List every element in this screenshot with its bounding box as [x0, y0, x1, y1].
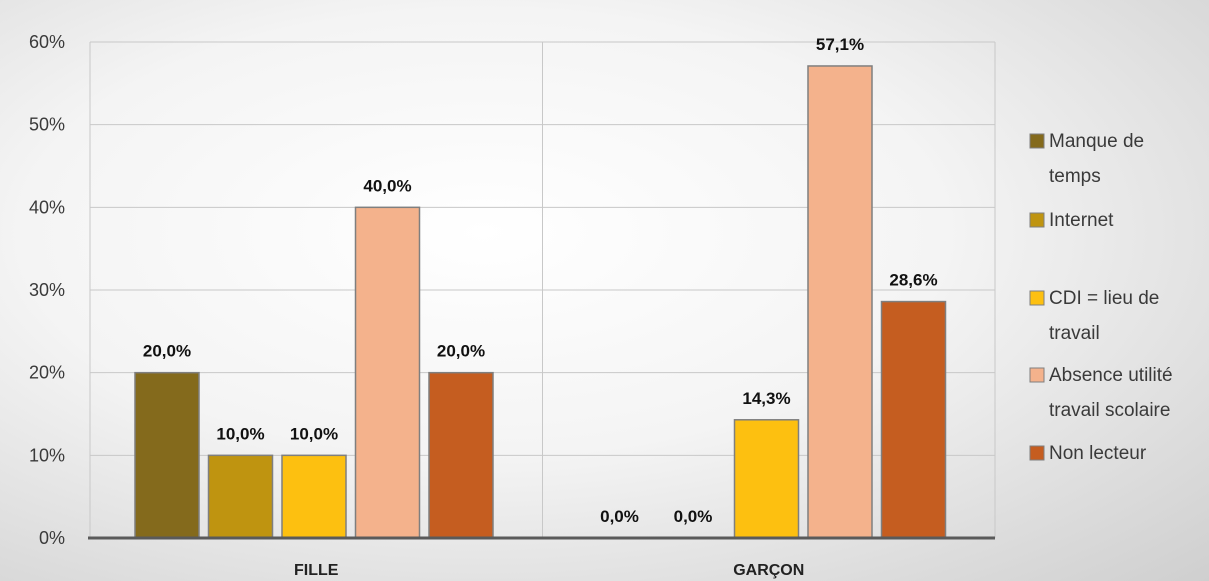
y-tick-label: 30%	[29, 280, 65, 300]
legend-label: Manque de	[1049, 131, 1144, 152]
bar	[134, 371, 200, 539]
y-tick-label: 40%	[29, 197, 65, 217]
data-label: 57,1%	[816, 35, 864, 54]
legend-label: CDI = lieu de	[1049, 288, 1159, 309]
bar	[807, 65, 873, 539]
legend-label: Non lecteur	[1049, 443, 1147, 464]
legend-label: travail scolaire	[1049, 400, 1170, 421]
bar	[428, 371, 494, 539]
bar	[281, 454, 347, 539]
y-tick-label: 10%	[29, 445, 65, 465]
data-label: 40,0%	[363, 176, 411, 195]
y-tick-label: 50%	[29, 115, 65, 135]
legend-label: Internet	[1049, 210, 1114, 231]
y-tick-label: 0%	[39, 528, 65, 548]
legend-label: temps	[1049, 166, 1101, 187]
y-tick-label: 60%	[29, 32, 65, 52]
data-label: 20,0%	[437, 342, 485, 361]
legend-swatch	[1029, 367, 1045, 383]
data-label: 0,0%	[600, 507, 639, 526]
x-category-label: GARÇON	[733, 562, 804, 579]
data-label: 20,0%	[143, 342, 191, 361]
x-category-label: FILLE	[294, 562, 339, 579]
y-tick-label: 20%	[29, 363, 65, 383]
legend-swatch	[1029, 290, 1045, 306]
legend-label: travail	[1049, 323, 1100, 344]
data-label: 10,0%	[216, 424, 264, 443]
data-label: 14,3%	[742, 389, 790, 408]
bar	[354, 206, 421, 539]
data-label: 28,6%	[889, 271, 937, 290]
bar	[207, 454, 274, 539]
legend-label: Absence utilité	[1049, 365, 1173, 386]
legend-swatch	[1029, 133, 1045, 149]
bar	[733, 419, 800, 539]
legend-swatch	[1029, 445, 1045, 461]
bar	[880, 300, 947, 539]
data-label: 10,0%	[290, 424, 338, 443]
data-label: 0,0%	[674, 507, 713, 526]
legend-swatch	[1029, 212, 1045, 228]
